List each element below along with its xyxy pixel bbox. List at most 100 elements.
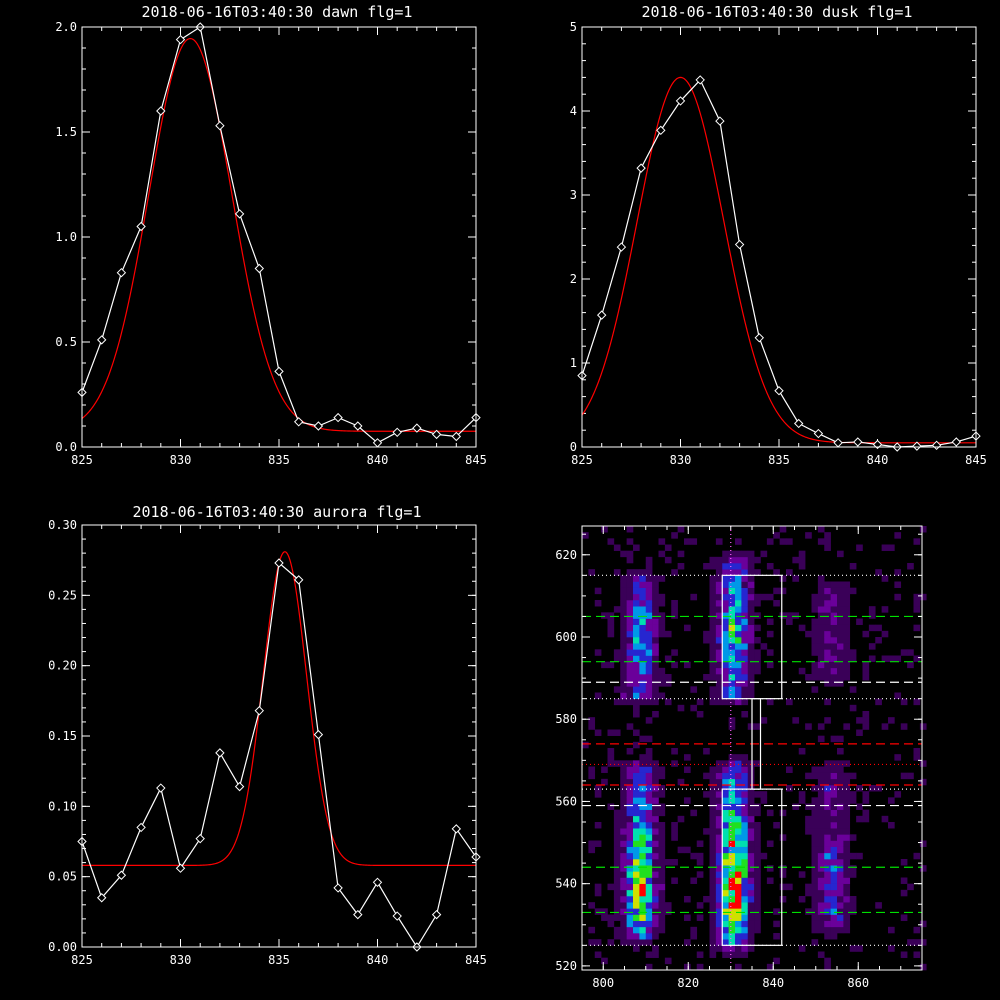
heatmap-cell [849,797,857,804]
heatmap-cell [741,883,749,891]
heatmap-cell [645,889,653,897]
heatmap-cell [613,698,621,706]
heatmap-cell [715,760,723,767]
heatmap-cell [684,846,691,854]
heatmap-cell [626,526,634,533]
heatmap-cell [817,896,825,903]
heatmap-cell [645,846,653,854]
heatmap-cell [709,667,717,675]
heatmap-cell [824,538,831,545]
heatmap-cell [824,778,831,786]
heatmap-cell [754,840,761,847]
heatmap-cell [881,606,889,613]
heatmap-cell [843,723,851,730]
heatmap-cell [728,852,736,860]
heatmap-cell [658,575,666,582]
heatmap-cell [728,649,736,656]
heatmap-cell [741,951,749,958]
heatmap-cell [817,655,825,662]
heatmap-cell [728,754,736,761]
x-tick-label: 840 [367,953,389,967]
heatmap-cell [715,618,723,625]
heatmap-cell [779,526,787,533]
heatmap-cell [837,643,844,650]
heatmap-cell [626,698,634,706]
heatmap-cell [741,754,749,761]
heatmap-cell [671,877,678,884]
data-point-marker [412,423,422,433]
heatmap-cell [888,945,895,952]
heatmap-cell [786,612,793,619]
heatmap-cell [652,859,659,866]
heatmap-cell [747,692,755,699]
heatmap-cell [645,877,653,884]
heatmap-cell [843,815,851,823]
y-tick-label: 0.25 [48,588,77,602]
heatmap-cell [633,606,640,613]
heatmap-cell [645,809,653,817]
heatmap-cell [881,575,889,582]
x-tick-label: 830 [170,953,192,967]
heatmap-cell [747,902,755,909]
heatmap-cell [652,920,659,928]
heatmap-cell [613,877,621,884]
heatmap-cell [843,840,851,847]
heatmap-cell [722,791,729,798]
heatmap-cell [837,840,844,847]
heatmap-cell [658,809,666,817]
heatmap-cell [760,717,768,724]
heatmap-cell [805,822,812,829]
heatmap-cell [715,772,723,780]
heatmap-cell [747,575,755,582]
heatmap-cell [652,674,659,681]
heatmap-cell [741,926,749,934]
heatmap-cell [620,859,627,866]
heatmap-cell [715,667,723,675]
heatmap-cell [735,914,742,921]
data-point-marker [156,783,166,793]
heatmap-cell [830,778,838,786]
heatmap-cell [837,661,844,669]
heatmap-cell [817,593,825,601]
heatmap-cell [741,859,749,866]
heatmap-cell [620,865,627,872]
heatmap-cell [817,630,825,638]
heatmap-cell [741,637,749,644]
heatmap-cell [639,778,647,786]
heatmap-cell [645,680,653,687]
heatmap-cell [639,766,647,773]
heatmap-cell [709,593,717,601]
heatmap-cell [741,593,749,601]
heatmap-cell [824,859,831,866]
heatmap-cell [837,772,844,780]
heatmap-cell [817,908,825,915]
heatmap-cell [639,933,647,940]
heatmap-cell [843,865,851,872]
heatmap-cell [837,791,844,798]
heatmap-cell [626,624,634,632]
heatmap-cell [817,587,825,595]
heatmap-cell [817,951,825,958]
heatmap-cell [735,871,742,878]
heatmap-cell [639,852,647,860]
heatmap-cell [913,655,921,662]
heatmap-cell [735,661,742,669]
heatmap-cell [658,902,666,909]
heatmap-cell [830,772,838,780]
heatmap-cell [741,939,749,946]
x-tick-label: 825 [71,953,93,967]
heatmap-cell [824,643,831,650]
heatmap-cell [900,772,908,780]
heatmap-cell [715,846,723,854]
heatmap-cell [773,600,780,607]
heatmap-cell [805,674,812,681]
heatmap-cell [779,883,787,891]
heatmap-cell [741,914,749,921]
heatmap-cell [645,575,653,582]
heatmap-cell [652,680,659,687]
heatmap-cell [754,556,761,564]
heatmap-cell [639,834,647,841]
heatmap-cell [620,655,627,662]
heatmap-cell [652,852,659,860]
heatmap-cell [747,859,755,866]
